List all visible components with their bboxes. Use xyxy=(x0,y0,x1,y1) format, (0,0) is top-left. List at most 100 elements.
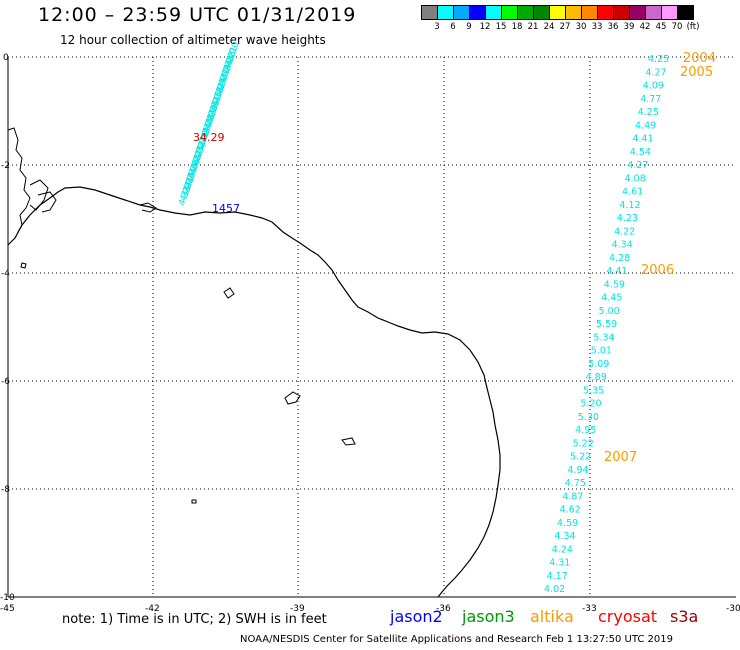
island-3 xyxy=(341,437,356,446)
time-label-2005: 2005 xyxy=(680,65,713,80)
altimeter-track-east: 4.25 4.27 4.09 4.77 4.25 4.49 4.41 4.54 4.27 4.08… xyxy=(544,54,669,595)
lon-label-42: -42 xyxy=(145,604,160,614)
map-grid xyxy=(8,56,736,597)
island-2 xyxy=(284,391,301,405)
scale-label: 70 xyxy=(671,22,683,32)
island-4 xyxy=(191,499,197,504)
scale-label: 30 xyxy=(575,22,587,32)
swh-value: 4.59 xyxy=(557,518,578,529)
swh-value: 4.49 xyxy=(635,120,656,131)
scale-label: 42 xyxy=(639,22,651,32)
brazil-coastline xyxy=(7,186,501,598)
swh-value: 4.31 xyxy=(549,558,570,569)
island-1 xyxy=(223,287,235,299)
scale-label: 18 xyxy=(511,22,523,32)
scale-swatch xyxy=(677,5,694,20)
swh-value: 4.89 xyxy=(586,372,607,383)
lon-label-33: -33 xyxy=(582,604,597,614)
swh-value: 4.34 xyxy=(612,240,633,251)
scale-label: 6 xyxy=(450,22,456,32)
swh-value: 4.87 xyxy=(562,491,583,502)
lon-label-36: -36 xyxy=(436,604,451,614)
scale-label: 9 xyxy=(466,22,472,32)
swh-value: 5.59 xyxy=(596,319,617,330)
satellite-s3a: s3a xyxy=(670,607,699,626)
lat-label-10: -10 xyxy=(0,593,15,603)
page-subtitle: 12 hour collection of altimeter wave hei… xyxy=(60,33,326,47)
scale-label: 24 xyxy=(543,22,555,32)
swh-value: 5.22 xyxy=(570,452,591,463)
swh-value: 4.94 xyxy=(567,465,588,476)
swh-value: 4.75 xyxy=(565,478,586,489)
swh-value: 5.00 xyxy=(599,306,620,317)
altimeter-track-west: 4.204.214.284.304.244.194.274.334.294.22… xyxy=(177,41,241,208)
swh-value: 4.17 xyxy=(547,571,568,582)
time-label-2007: 2007 xyxy=(604,450,637,465)
swh-value: 4.25 xyxy=(648,54,669,65)
time-label-1457: 1457 xyxy=(212,202,240,215)
swh-value: 4.59 xyxy=(604,279,625,290)
time-label-3429: 34.29 xyxy=(193,131,225,144)
scale-label: 3 xyxy=(434,22,440,32)
island-5 xyxy=(20,262,27,269)
swh-value: 4.08 xyxy=(625,173,646,184)
swh-value: 4.77 xyxy=(640,94,661,105)
color-scale xyxy=(421,5,694,20)
swh-value: 5.22 xyxy=(573,438,594,449)
lat-label-6: -6 xyxy=(1,377,10,387)
lat-label-0: 0 xyxy=(3,53,9,63)
swh-value: 4.95 xyxy=(575,425,596,436)
note-text: note: 1) Time is in UTC; 2) SWH is in fe… xyxy=(62,612,327,627)
lon-label-30: -30 xyxy=(726,604,740,614)
swh-value: 5.35 xyxy=(583,385,604,396)
swh-value: 4.12 xyxy=(619,200,640,211)
swh-value: 4.22 xyxy=(614,226,635,237)
credit-text: NOAA/NESDIS Center for Satellite Applica… xyxy=(240,634,673,645)
swh-value: 5.09 xyxy=(588,359,609,370)
marajo-coast xyxy=(7,127,157,233)
scale-label: 39 xyxy=(623,22,635,32)
swh-value: 4.28 xyxy=(609,253,630,264)
satellite-jason2: jason2 xyxy=(390,607,443,626)
swh-value: 4.54 xyxy=(630,147,651,158)
swh-value: 5.20 xyxy=(580,399,601,410)
color-scale-labels: 3 6 9 12 15 18 21 24 27 30 33 36 39 42 45 70 (ft) xyxy=(421,22,740,34)
swh-value: 5.01 xyxy=(591,346,612,357)
swh-value: 4.27 xyxy=(645,67,666,78)
satellite-jason3: jason3 xyxy=(462,607,515,626)
swh-value: 4.45 xyxy=(601,293,622,304)
swh-value: 4.24 xyxy=(552,544,573,555)
scale-label: (ft) xyxy=(686,22,700,32)
lon-label-39: -39 xyxy=(290,604,305,614)
swh-value: 5.34 xyxy=(593,332,614,343)
time-label-2004: 2004 xyxy=(683,51,716,66)
satellite-cryosat: cryosat xyxy=(598,607,658,626)
swh-value: 4.25 xyxy=(638,107,659,118)
page-title: 12:00 – 23:59 UTC 01/31/2019 xyxy=(38,4,357,26)
lat-label-2: -2 xyxy=(1,161,10,171)
swh-value: 4.61 xyxy=(622,187,643,198)
scale-label: 15 xyxy=(495,22,507,32)
lon-label-45: -45 xyxy=(0,604,15,614)
swh-value: 4.41 xyxy=(606,266,627,277)
scale-label: 33 xyxy=(591,22,603,32)
swh-value: 4.41 xyxy=(632,134,653,145)
swh-value: 5.30 xyxy=(578,412,599,423)
swh-value: 4.62 xyxy=(560,505,581,516)
lat-label-8: -8 xyxy=(1,485,10,495)
satellite-altika: altika xyxy=(530,607,574,626)
swh-value: 4.33 xyxy=(177,185,193,207)
swh-value: 4.09 xyxy=(643,81,664,92)
swh-value: 4.27 xyxy=(627,160,648,171)
time-label-2006: 2006 xyxy=(641,263,674,278)
swh-value: 4.23 xyxy=(617,213,638,224)
swh-value: 4.02 xyxy=(544,584,565,595)
scale-label: 27 xyxy=(559,22,571,32)
scale-label: 21 xyxy=(527,22,539,32)
scale-label: 12 xyxy=(479,22,491,32)
scale-label: 36 xyxy=(607,22,619,32)
lat-label-4: -4 xyxy=(1,269,10,279)
scale-label: 45 xyxy=(655,22,667,32)
swh-value: 4.34 xyxy=(554,531,575,542)
